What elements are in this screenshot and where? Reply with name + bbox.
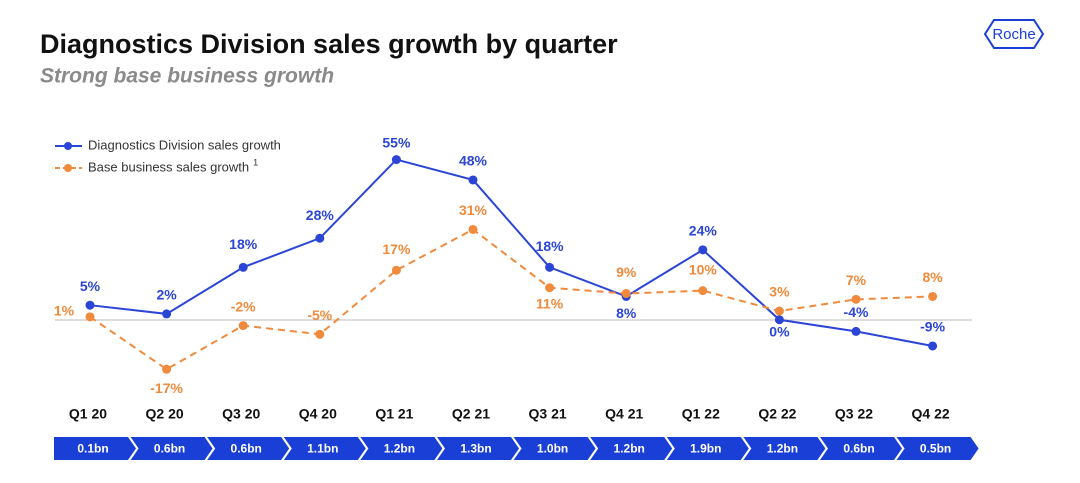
logo: Roche [983,19,1045,49]
x-tick-label: Q1 20 [69,406,107,422]
data-label: 9% [616,264,637,280]
sales-label: 0.1bn [77,442,108,456]
x-tick-label: Q1 22 [682,406,720,422]
sales-chevron [590,437,673,460]
point [545,283,555,293]
data-label: 18% [229,236,258,252]
x-tick-label: Q4 22 [912,406,950,422]
x-tick-label: Q4 21 [605,406,643,422]
data-label: -4% [844,304,869,320]
point [162,364,172,374]
data-label: 8% [616,305,637,321]
sales-chevron [896,437,979,460]
point [85,300,95,310]
sales-chevron [743,437,826,460]
x-tick-label: Q3 20 [222,406,260,422]
point [391,265,401,275]
sales-label: 1.1bn [307,442,338,456]
data-label: 7% [846,272,867,288]
x-tick-label: Q4 20 [299,406,337,422]
chart-title: Diagnostics Division sales growth by qua… [40,29,618,59]
series-line [89,158,933,347]
data-label: 48% [459,153,488,169]
data-label: 0% [769,323,790,339]
sales-label: 1.3bn [460,442,491,456]
point [468,175,478,185]
x-tick-label: Q3 22 [835,406,873,422]
data-label: 31% [459,202,488,218]
data-label: 2% [156,287,177,303]
sales-label: 1.2bn [614,442,645,456]
sales-chevron [360,437,443,460]
sales-label: 1.2bn [767,442,798,456]
data-label: -17% [150,380,183,396]
data-label: -9% [920,319,945,335]
sales-chevron [437,437,519,460]
x-tick-label: Q2 22 [758,406,796,422]
sales-label: 1.9bn [690,442,721,456]
point [85,312,95,322]
legend-marker [64,164,72,172]
data-label: 5% [80,278,101,294]
series-line [89,228,933,371]
legend-footnote: 1 [253,157,258,167]
point [851,326,861,336]
point [774,306,784,316]
point [774,315,784,325]
point [698,245,708,255]
data-label: 17% [382,241,411,257]
data-label: 1% [54,303,75,319]
data-label: -2% [231,298,256,314]
point [698,286,708,296]
sales-label: 1.2bn [384,442,415,456]
point [238,262,248,272]
sales-label: 1.0bn [537,442,568,456]
logo-frame [983,19,1045,49]
data-label: 24% [689,223,718,239]
chart-subtitle: Strong base business growth [40,65,334,88]
sales-chevron [820,437,902,460]
data-label: 55% [382,134,411,150]
data-label: 18% [536,238,565,254]
sales-label: 0.6bn [154,442,185,456]
data-label: 3% [769,284,790,300]
point [928,341,938,351]
data-label: -5% [307,307,332,323]
sales-label: 0.5bn [920,442,951,456]
logo-text: Roche [992,26,1035,43]
sales-label: 0.6bn [231,442,262,456]
x-tick-label: Q2 21 [452,406,490,422]
data-label: 28% [306,207,335,223]
point [238,321,248,331]
point [162,309,172,319]
sales-chevron [283,437,366,460]
legend-marker [64,142,72,150]
data-label: 11% [536,295,564,311]
x-tick-label: Q2 20 [146,406,184,422]
point [545,262,555,272]
sales-chevron [513,437,596,460]
point [851,294,861,304]
sales-label: 0.6bn [843,442,874,456]
point [315,233,325,243]
legend-label: Base business sales growth [88,159,249,174]
sales-chevron [130,437,213,460]
point [928,291,938,301]
point [621,289,631,299]
sales-chevron [666,437,749,460]
sales-chevron [54,437,136,460]
x-tick-label: Q3 21 [529,406,567,422]
point [315,329,325,339]
data-label: 10% [689,261,718,277]
x-tick-label: Q1 21 [375,406,413,422]
legend-label: Diagnostics Division sales growth [88,137,281,152]
sales-chevron [207,437,290,460]
point [468,224,478,234]
data-label: 8% [922,269,943,285]
point [391,155,401,165]
